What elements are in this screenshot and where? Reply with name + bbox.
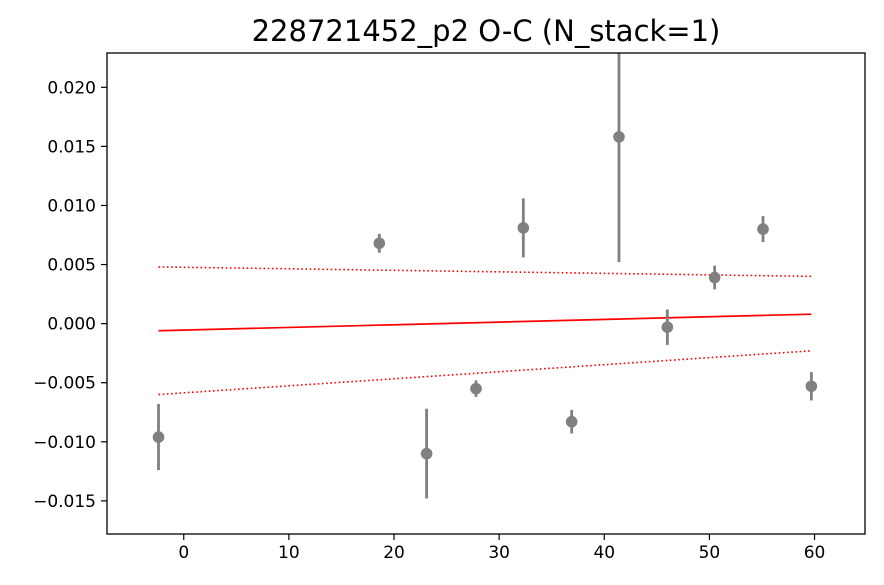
- y-tick-label-1: −0.010: [33, 433, 96, 453]
- axes: 0 10 20 30 40 50 60 −0.015 −0.010 −0.005 0.000 0.00…: [33, 52, 866, 563]
- x-tick-label-5: 50: [699, 543, 721, 563]
- data-point-3: [470, 382, 482, 395]
- x-tick-label-3: 30: [488, 543, 510, 563]
- y-tick-label-4: 0.005: [47, 256, 96, 276]
- data-point-2: [420, 447, 433, 460]
- x-tick-label-4: 40: [593, 543, 615, 563]
- data-point-6: [613, 131, 625, 143]
- axes-frame: [106, 52, 866, 535]
- plot-marks: [152, 53, 818, 499]
- x-tick-label-0: 0: [178, 543, 189, 563]
- y-tick-label-6: 0.015: [47, 137, 96, 157]
- x-tick-label-6: 60: [804, 543, 826, 563]
- data-point-9: [757, 223, 769, 235]
- y-tick-label-3: 0.000: [47, 315, 96, 335]
- chart-title: 228721452_p2 O-C (N_stack=1): [252, 14, 721, 48]
- y-tick-label-7: 0.020: [47, 78, 96, 98]
- y-tick-label-0: −0.015: [33, 492, 96, 512]
- data-point-1: [373, 237, 386, 250]
- data-point-8: [708, 271, 721, 284]
- fit-line: [158, 313, 812, 332]
- data-point-0: [152, 431, 165, 443]
- data-point-4: [517, 222, 530, 234]
- data-point-10: [805, 380, 818, 393]
- y-tick-label-5: 0.010: [47, 196, 96, 216]
- data-point-5: [565, 415, 578, 428]
- x-tick-label-2: 20: [383, 543, 405, 563]
- plot-area: [152, 53, 818, 499]
- x-tick-label-1: 10: [278, 543, 300, 563]
- data-point-7: [661, 321, 674, 333]
- y-tick-label-2: −0.005: [33, 374, 96, 394]
